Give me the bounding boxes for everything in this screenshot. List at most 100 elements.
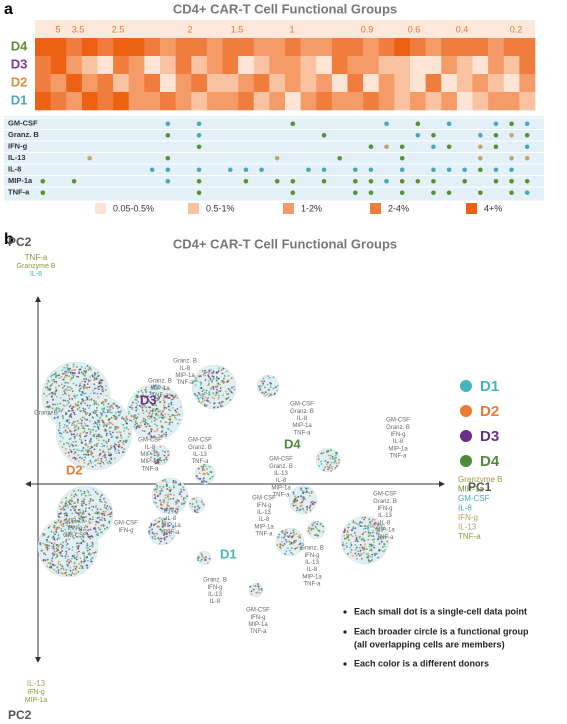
heatmap-cell: [456, 56, 473, 75]
cell-dot: [83, 461, 86, 464]
cell-dot: [74, 420, 77, 423]
cell-dot: [64, 399, 67, 402]
cell-dot: [80, 542, 83, 545]
cell-dot: [361, 533, 364, 536]
cell-dot: [189, 502, 192, 505]
cell-dot: [78, 509, 81, 512]
cell-dot: [145, 425, 148, 428]
cell-dot: [199, 384, 202, 386]
cell-dot: [180, 488, 182, 491]
cell-dot: [363, 539, 366, 542]
cell-dot: [204, 369, 206, 372]
cell-dot: [53, 417, 56, 420]
cell-dot: [122, 443, 125, 446]
cell-dot: [46, 401, 49, 404]
cell-dot: [135, 406, 137, 409]
cell-dot: [170, 399, 173, 401]
cell-dot: [53, 564, 56, 567]
cell-dot: [175, 507, 178, 510]
annotation: Granz. B: [173, 359, 197, 365]
cell-dot: [68, 503, 71, 506]
cell-dot: [123, 448, 126, 450]
cell-dot: [73, 448, 75, 451]
cell-dot: [105, 414, 108, 417]
cell-dot: [93, 412, 96, 415]
cell-dot: [153, 489, 156, 491]
cell-dot: [81, 393, 83, 395]
cell-dot: [367, 538, 370, 541]
cell-dot: [264, 394, 267, 397]
cell-dot: [62, 393, 64, 396]
cell-dot: [81, 457, 83, 460]
heatmap-cell: [206, 38, 223, 57]
cell-dot: [200, 500, 203, 503]
cell-dot: [92, 399, 95, 402]
cell-dot: [83, 502, 85, 505]
cell-dot: [80, 402, 82, 405]
dot: [165, 132, 171, 138]
cell-dot: [170, 488, 172, 491]
cell-dot: [84, 453, 87, 456]
cell-dot: [161, 435, 164, 438]
cell-dot: [102, 449, 105, 452]
cell-dot: [311, 527, 314, 530]
cell-dot: [81, 513, 84, 515]
cell-dot: [42, 542, 44, 545]
cell-dot: [119, 434, 122, 437]
cell-dot: [165, 433, 168, 436]
cell-dot: [374, 527, 377, 530]
dot: [196, 121, 202, 127]
cell-dot: [149, 526, 151, 529]
heatmap-cell: [425, 38, 442, 57]
cell-dot: [87, 463, 89, 466]
cell-dot: [103, 517, 106, 520]
cell-dot: [84, 392, 87, 395]
cell-dot: [269, 381, 272, 384]
annotation: Granz. B: [34, 411, 58, 417]
cell-dot: [219, 389, 222, 392]
cell-dot: [158, 525, 160, 528]
cell-dot: [83, 557, 86, 559]
cell-dot: [305, 491, 308, 494]
cell-dot: [328, 466, 331, 469]
cell-dot: [109, 430, 112, 433]
cell-dot: [96, 415, 99, 418]
cell-dot: [214, 385, 217, 388]
heatmap-cell: [331, 38, 348, 57]
cell-dot: [82, 385, 85, 387]
cell-dot: [227, 393, 230, 396]
cell-dot: [66, 364, 69, 367]
cell-dot: [64, 518, 67, 521]
cell-dot: [205, 465, 207, 468]
cell-dot: [197, 559, 199, 562]
cell-dot: [294, 495, 296, 498]
cell-dot: [65, 425, 68, 428]
legend-label: D2: [480, 403, 499, 420]
cell-dot: [159, 445, 162, 448]
cell-dot: [150, 430, 153, 433]
cell-dot: [166, 485, 168, 488]
annotation: TNF-a: [250, 629, 268, 635]
dot: [399, 167, 405, 173]
cell-dot: [361, 517, 364, 519]
cell-dot: [102, 387, 104, 389]
cell-dot: [252, 588, 255, 591]
cell-dot: [91, 465, 94, 468]
cell-dot: [293, 540, 296, 543]
cell-dot: [359, 525, 362, 527]
dot: [509, 132, 514, 138]
cell-dot: [85, 370, 88, 373]
cell-dot: [67, 451, 70, 454]
cell-dot: [194, 384, 197, 386]
cell-dot: [267, 388, 270, 391]
dot: [40, 178, 46, 184]
cell-dot: [292, 491, 295, 494]
cell-dot: [201, 554, 204, 557]
cell-dot: [62, 372, 64, 375]
annotation: GM-CSF: [138, 438, 162, 444]
cell-dot: [349, 546, 352, 549]
cell-dot: [65, 574, 68, 577]
cell-dot: [84, 515, 87, 518]
cell-dot: [207, 473, 210, 476]
cell-dot: [138, 424, 141, 427]
